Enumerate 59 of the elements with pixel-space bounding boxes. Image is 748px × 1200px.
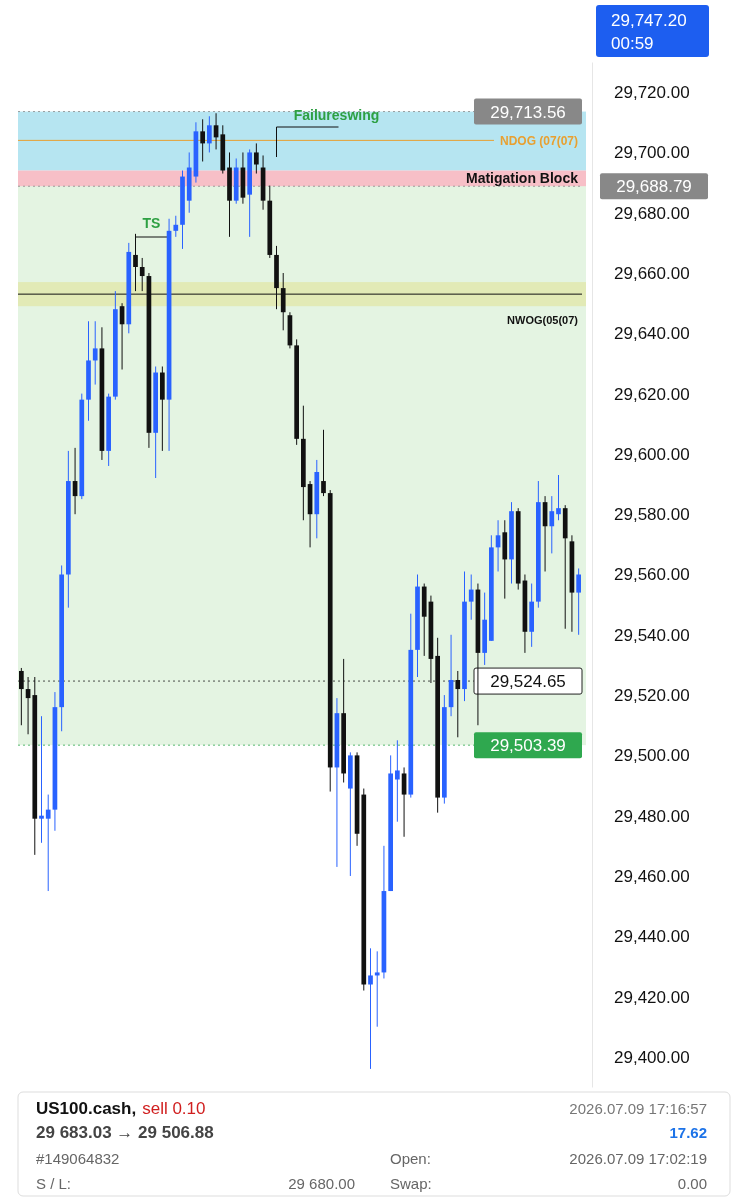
annotation: TS <box>142 215 161 231</box>
y-tick-label: 29,620.00 <box>614 384 690 404</box>
text: 2026.07.09 17:16:57 <box>569 1100 707 1117</box>
y-tick-label: 29,580.00 <box>614 505 690 525</box>
candlestick <box>254 142 259 175</box>
y-tick-label: 29,660.00 <box>614 263 690 283</box>
candlestick <box>207 115 212 153</box>
candlestick <box>374 950 380 1028</box>
ref-line-label: 29,503.39 <box>490 736 566 756</box>
y-tick-label: 29,540.00 <box>614 625 690 645</box>
candlestick <box>321 429 326 497</box>
y-tick-label: 29,720.00 <box>614 83 690 103</box>
ref-line-label: NWOG(05(07) <box>507 314 579 327</box>
candlestick <box>139 257 145 292</box>
text: 0.00 <box>677 1175 707 1192</box>
ref-line-label: 29,524.65 <box>490 672 566 692</box>
y-tick-label: 29,640.00 <box>614 324 690 344</box>
y-tick-label: 29,700.00 <box>614 143 690 163</box>
y-tick-label: 29,680.00 <box>614 203 690 223</box>
ref-line-label: 29,688.79 <box>616 177 692 197</box>
candlestick <box>173 215 179 238</box>
ref-line-label: NDOG (07(07) <box>499 134 578 149</box>
text: #149064832 <box>36 1150 120 1167</box>
candlestick <box>92 320 98 386</box>
text: 2026.07.09 17:02:19 <box>569 1150 707 1167</box>
candlestick <box>576 567 581 636</box>
candlestick <box>133 233 138 292</box>
candlestick <box>368 947 373 1070</box>
text: 00:59 <box>611 34 654 53</box>
candlestick <box>455 670 461 738</box>
candlestick <box>556 474 561 521</box>
text: US100.cash, <box>36 1099 137 1118</box>
text: 29 683.03 → 29 506.88 <box>36 1123 214 1142</box>
candlestick <box>395 739 400 823</box>
text: 29,747.20 <box>611 11 687 30</box>
y-tick-label: 29,560.00 <box>614 565 690 585</box>
annotation: Failureswing <box>293 107 380 123</box>
text: Swap: <box>390 1175 432 1192</box>
y-tick-label: 29,480.00 <box>614 806 690 826</box>
text: S / L: <box>36 1175 72 1192</box>
candlestick <box>45 794 51 892</box>
candlestick <box>39 715 44 844</box>
y-tick-label: 29,600.00 <box>614 444 690 464</box>
candlestick <box>549 495 555 554</box>
band-label: Matigation Block <box>465 170 579 187</box>
y-tick-label: 29,460.00 <box>614 866 690 886</box>
candlestick <box>200 118 205 162</box>
y-tick-label: 29,420.00 <box>614 987 690 1007</box>
y-tick-label: 29,440.00 <box>614 927 690 947</box>
y-tick-label: 29,520.00 <box>614 686 690 706</box>
text: 17.62 <box>669 1124 707 1141</box>
text: sell 0.10 <box>142 1099 206 1118</box>
candlestick <box>468 574 474 621</box>
text: 29 680.00 <box>288 1175 355 1192</box>
y-tick-label: 29,400.00 <box>614 1047 690 1067</box>
candlestick <box>19 667 24 726</box>
text: Open: <box>390 1150 431 1167</box>
ref-line-label: 29,713.56 <box>490 102 566 122</box>
y-tick-label: 29,500.00 <box>614 746 690 766</box>
